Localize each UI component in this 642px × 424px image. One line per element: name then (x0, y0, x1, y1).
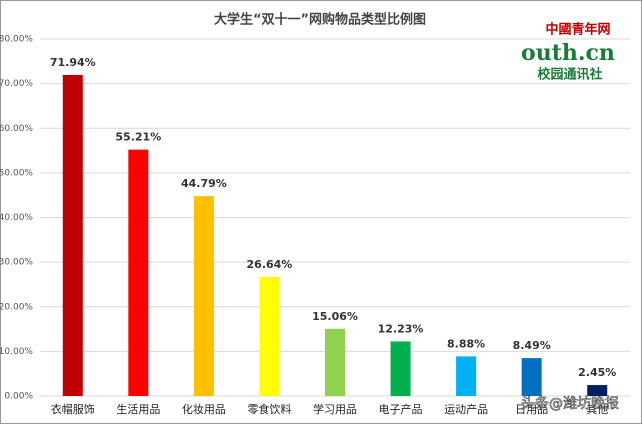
y-tick-label: 70.00% (0, 79, 33, 89)
value-label: 44.79% (181, 177, 227, 190)
value-label: 8.49% (513, 339, 551, 352)
logo: 中國青年网 outh.cn 校园通讯社 (521, 22, 615, 83)
value-label: 2.45% (578, 366, 616, 379)
x-tick-label: 零食饮料 (247, 402, 291, 416)
value-label: 8.88% (447, 337, 485, 350)
logo-line: 校园通讯社 (537, 67, 602, 83)
bar (128, 149, 149, 396)
watermark: 头条@潍坊晚报 (521, 395, 619, 412)
bar (521, 358, 542, 396)
value-label: 71.94% (50, 56, 96, 69)
value-label: 12.23% (378, 322, 424, 335)
logo-line: outh.cn (521, 40, 615, 66)
x-tick-label: 运动产品 (444, 402, 488, 416)
y-tick-label: 50.00% (0, 168, 33, 178)
bar (390, 341, 411, 396)
value-label: 15.06% (312, 310, 358, 323)
bar (62, 74, 83, 397)
y-tick-label: 40.00% (0, 213, 33, 223)
x-tick-label: 学习用品 (313, 402, 357, 416)
logo-line: 中國青年网 (545, 22, 610, 38)
bar (193, 196, 214, 396)
x-tick-label: 日用品 (515, 403, 548, 416)
y-tick-label: 30.00% (0, 258, 33, 268)
value-label: 55.21% (115, 131, 161, 144)
x-tick-label: 衣帽服饰 (51, 402, 95, 416)
x-tick-label: 电子产品 (379, 402, 423, 416)
x-tick-label: 生活用品 (116, 402, 160, 416)
value-label: 26.64% (247, 258, 293, 271)
x-tick-label: 其他 (586, 403, 608, 416)
y-tick-label: 20.00% (0, 302, 33, 312)
y-tick-label: 10.00% (0, 347, 33, 357)
bar (587, 385, 608, 396)
bar (325, 328, 345, 396)
y-tick-label: 60.00% (0, 124, 33, 134)
bar (259, 277, 280, 396)
y-tick-label: 80.00% (0, 35, 33, 45)
chart-title: 大学生“双十一”网购物品类型比例图 (214, 12, 426, 28)
bar (456, 356, 477, 396)
x-tick-label: 化妆用品 (182, 402, 226, 416)
y-tick-label: 0.00% (4, 392, 33, 402)
